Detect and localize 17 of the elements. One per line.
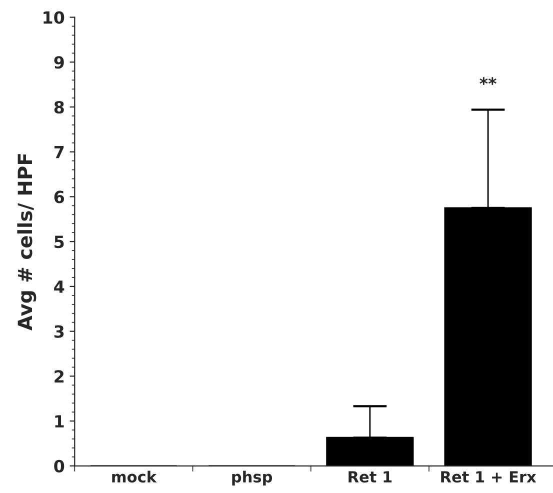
x-tick-label: Ret 1: [348, 471, 392, 483]
y-tick-label: 10: [44, 11, 64, 24]
x-tick-label: mock: [112, 470, 157, 483]
y-tick-label: 1: [55, 415, 64, 428]
x-tick-label: phsp: [232, 470, 272, 486]
y-tick-label: 4: [54, 280, 64, 293]
x-tick-label: Ret 1 + Erx: [441, 471, 536, 483]
y-tick-label: 3: [54, 325, 64, 338]
y-tick-label: 8: [54, 100, 64, 114]
y-tick-label: 0: [54, 460, 64, 472]
y-tick-label: 7: [54, 146, 64, 158]
y-tick-label: 2: [54, 370, 64, 382]
y-tick-label: 6: [54, 190, 64, 204]
y-axis-title: Avg # cells/ HPF: [17, 154, 36, 331]
y-tick-label: 5: [54, 236, 64, 248]
y-tick-label: 9: [54, 56, 64, 69]
annotation: **: [480, 77, 496, 85]
